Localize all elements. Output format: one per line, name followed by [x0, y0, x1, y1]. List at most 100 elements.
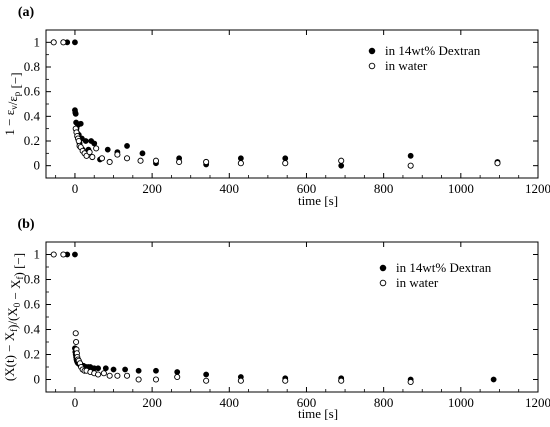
x-tick-label: 200	[142, 395, 162, 410]
data-point	[174, 369, 181, 375]
x-tick-label: 200	[142, 181, 162, 196]
data-point	[100, 370, 107, 377]
data-point	[77, 120, 84, 127]
y-tick-label: 0.6	[24, 297, 41, 312]
data-point	[282, 155, 289, 162]
data-point	[110, 366, 117, 373]
data-point	[203, 371, 210, 378]
data-point	[176, 158, 183, 166]
data-point	[98, 155, 106, 162]
y-tick-label: 0.4	[24, 108, 41, 123]
data-point	[50, 39, 57, 46]
panel-a: 0 200 400 600 800 1000 1200 0 0.2 0.4 0.6 0.8 1 (a) ti…	[2, 5, 550, 208]
data-point	[153, 367, 159, 374]
data-point	[95, 371, 102, 378]
y-tick-label: 0.6	[24, 84, 41, 99]
data-point	[50, 251, 57, 258]
data-point	[152, 376, 160, 383]
series-dextran	[64, 39, 501, 169]
x-tick-label: 400	[220, 181, 240, 196]
data-point	[123, 155, 131, 162]
x-tick-label: 1200	[525, 395, 550, 410]
x-tick-label: 400	[220, 395, 240, 410]
panel-label: (a)	[18, 5, 35, 20]
data-point	[89, 153, 96, 161]
data-point	[237, 155, 244, 162]
y-tick-label: 1	[34, 247, 41, 262]
data-point	[72, 39, 78, 46]
x-tick-label: 0	[72, 181, 79, 196]
y-tick-label: 1	[34, 34, 41, 49]
data-point	[338, 162, 345, 169]
data-point	[106, 158, 113, 166]
data-point	[104, 146, 111, 153]
data-point	[137, 157, 144, 164]
data-point	[139, 150, 146, 157]
data-point	[123, 372, 131, 379]
data-point	[282, 160, 289, 167]
x-axis-title: time [s]	[298, 406, 338, 421]
y-tick-label: 0.4	[24, 322, 41, 337]
x-tick-label: 1000	[448, 395, 474, 410]
panel-label: (b)	[17, 217, 34, 232]
x-tick-label: 600	[297, 181, 317, 196]
legend-label: in 14wt% Dextran	[396, 260, 492, 275]
data-point	[338, 157, 345, 164]
data-point	[60, 39, 67, 46]
data-point	[106, 372, 113, 379]
y-tick-label: 0.8	[24, 272, 40, 287]
data-point	[237, 160, 244, 167]
legend-marker	[379, 279, 387, 287]
data-point	[174, 373, 181, 381]
y-axis-title: 1 − εv/εp [−]	[2, 72, 23, 135]
data-point	[93, 145, 100, 152]
data-point	[122, 366, 129, 373]
legend-marker	[368, 47, 376, 55]
data-point	[407, 152, 414, 159]
data-point	[60, 251, 67, 258]
x-axis-title: time [s]	[298, 193, 338, 208]
data-point	[490, 376, 497, 383]
data-point	[72, 330, 79, 337]
series-water	[50, 251, 414, 386]
data-point	[407, 378, 414, 386]
data-point	[494, 160, 501, 167]
x-tick-label: 1200	[525, 181, 550, 196]
x-tick-label: 800	[374, 181, 394, 196]
y-tick-label: 0.2	[24, 133, 40, 148]
data-point	[114, 372, 121, 379]
data-point	[91, 140, 98, 147]
legend-marker	[379, 264, 387, 272]
legend-label: in water	[396, 275, 439, 290]
y-tick-label: 0.8	[24, 59, 40, 74]
data-point	[72, 110, 79, 117]
data-point	[135, 376, 142, 383]
data-point	[203, 158, 210, 166]
y-tick-label: 0	[34, 372, 41, 387]
data-point	[73, 338, 80, 346]
legend-marker	[368, 62, 376, 70]
data-point	[86, 149, 93, 156]
data-point	[407, 162, 414, 169]
panel-b: 0 200 400 600 800 1000 1200 0 0.2 0.4 0.6 0.8 1(b) ti…	[2, 217, 550, 421]
data-point	[237, 377, 244, 384]
data-point	[135, 367, 142, 374]
data-point	[95, 365, 101, 372]
data-point	[114, 151, 121, 158]
legend-label: in water	[385, 58, 428, 73]
y-tick-label: 0	[34, 158, 41, 173]
y-tick-label: 0.2	[24, 347, 40, 362]
data-point	[338, 377, 345, 384]
x-tick-label: 800	[374, 395, 394, 410]
data-point	[75, 137, 82, 145]
data-point	[72, 251, 78, 258]
data-point	[124, 143, 130, 149]
data-point	[82, 138, 89, 144]
x-tick-label: 1000	[448, 181, 474, 196]
data-point	[102, 365, 109, 372]
y-axis-title: (X(t) − Xf)/(X0 − Xf) [−]	[2, 253, 26, 381]
x-tick-label: 600	[297, 395, 317, 410]
data-point	[203, 377, 210, 384]
series-water	[50, 39, 501, 169]
